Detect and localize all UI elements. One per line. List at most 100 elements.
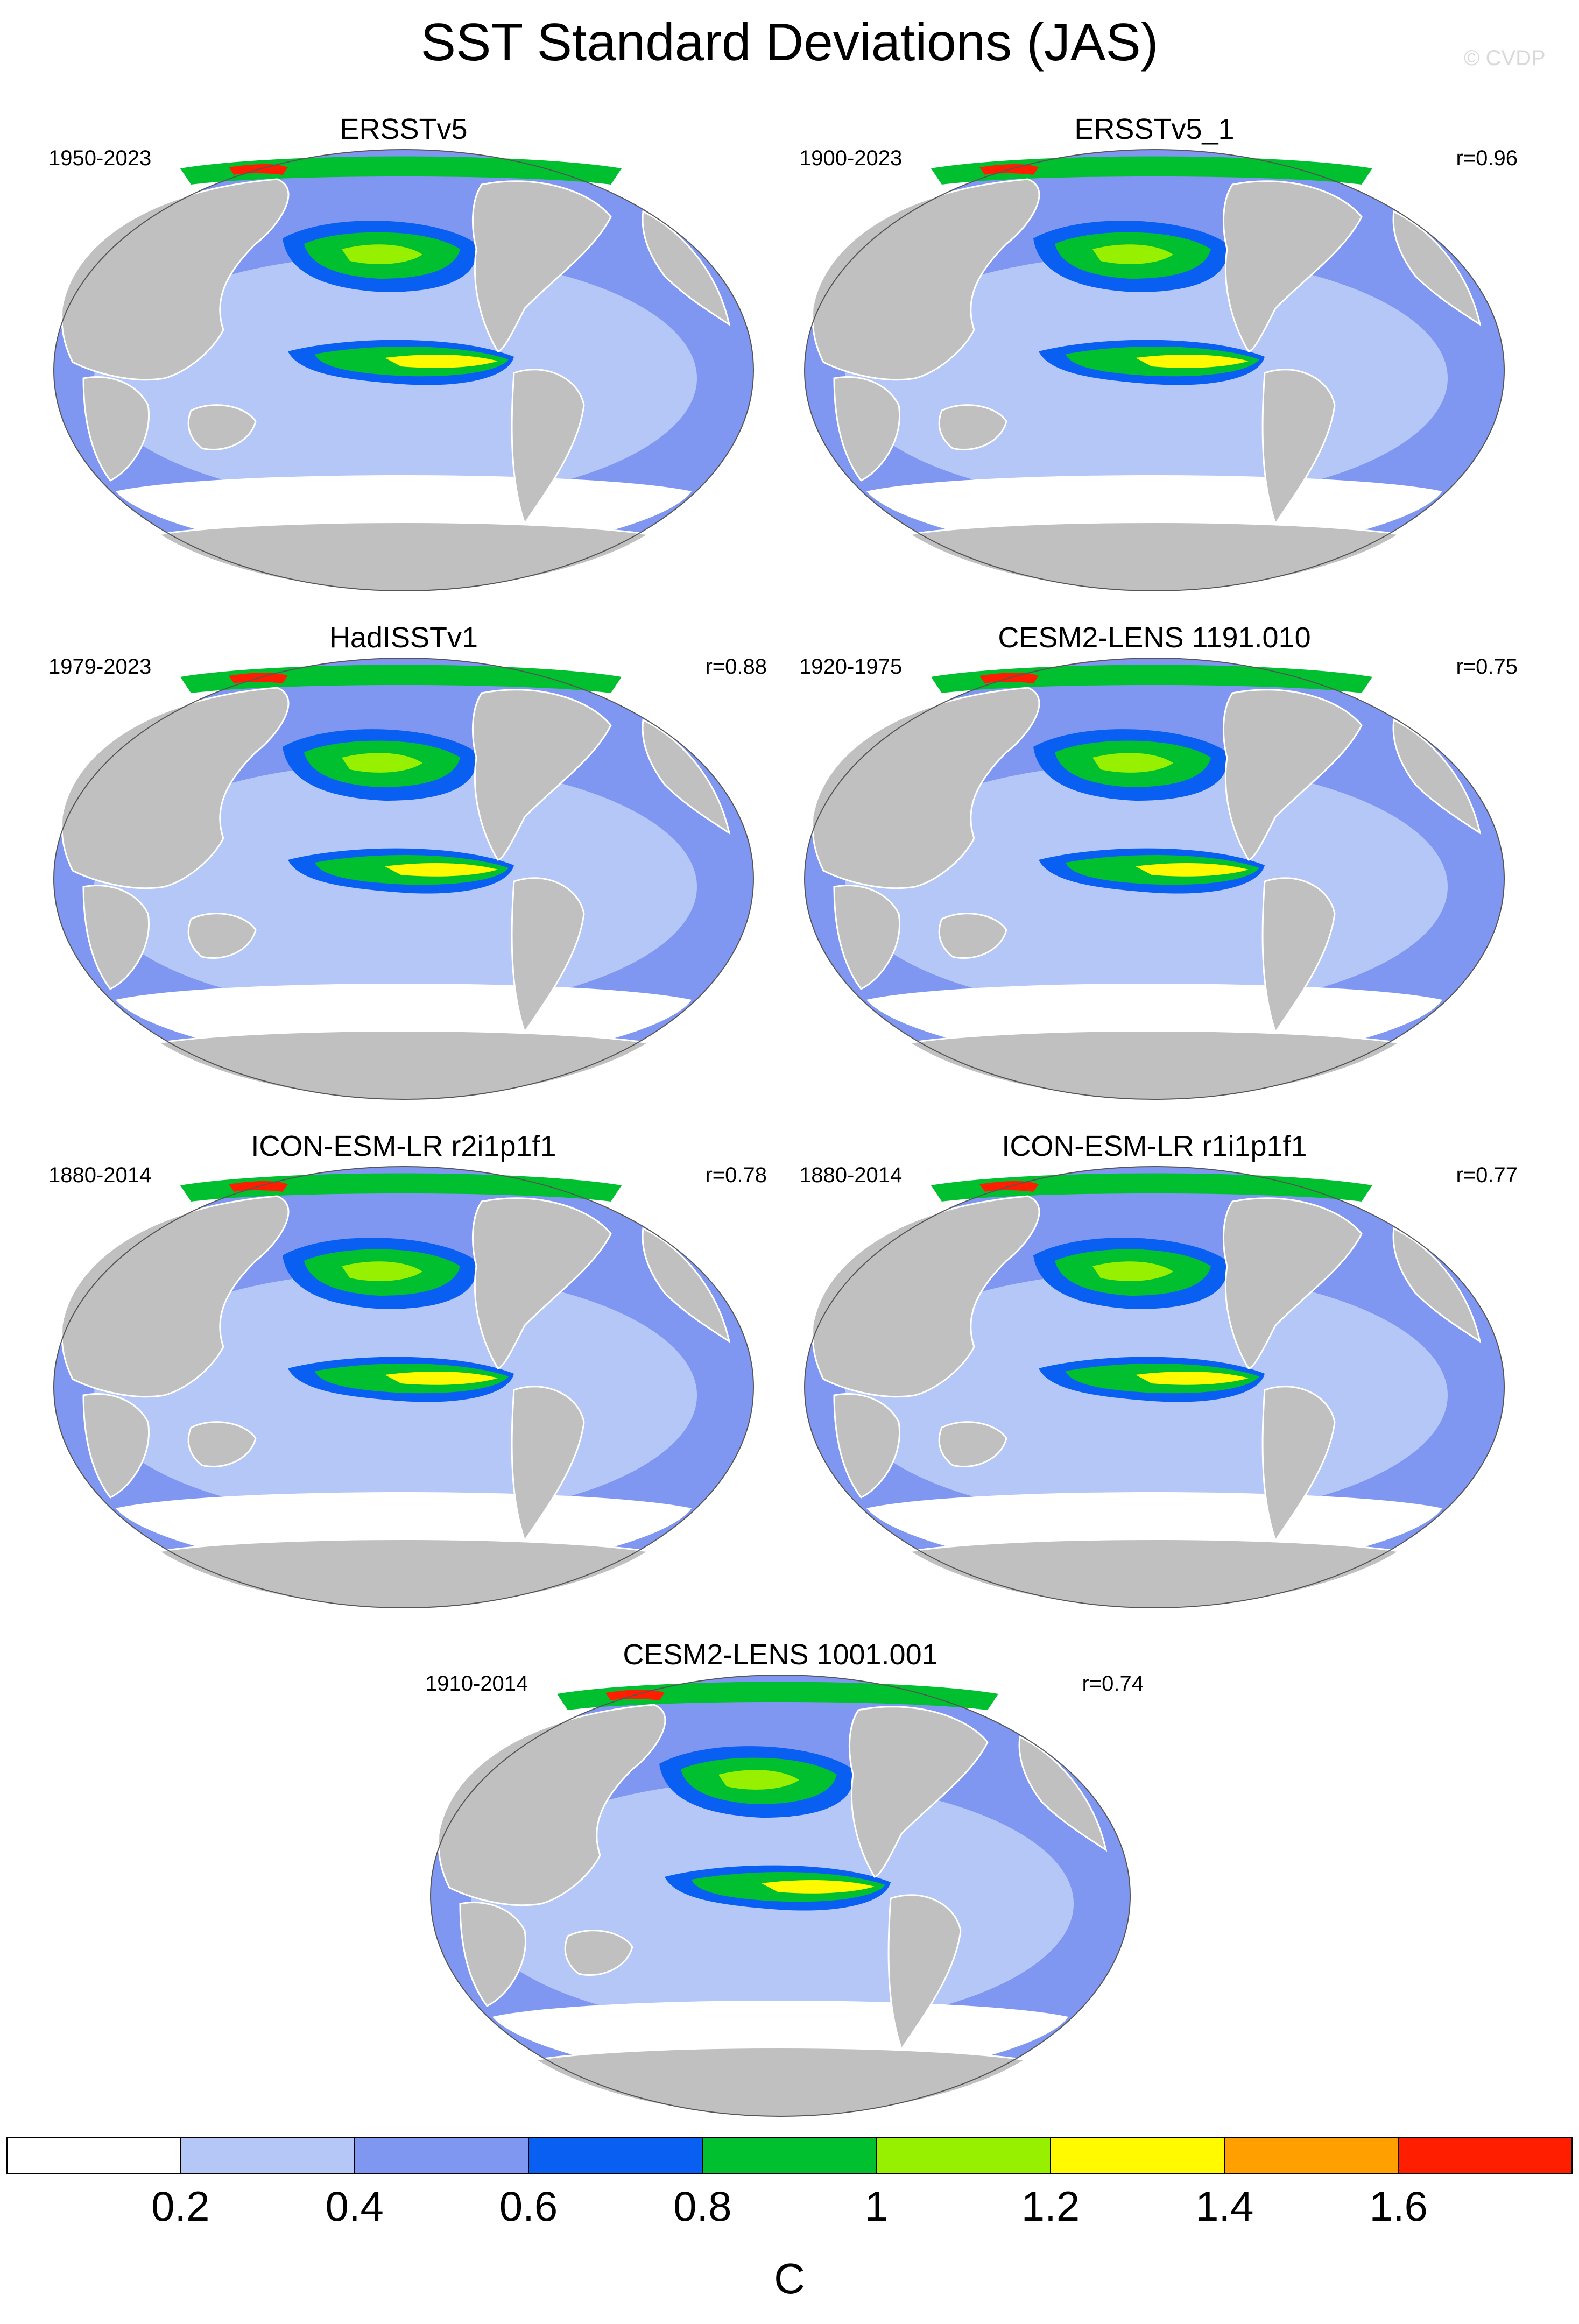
map-panel: HadISSTv1 1979-2023 r=0.88 bbox=[19, 619, 788, 1119]
africa-landmass bbox=[833, 884, 900, 990]
colorbar-segment bbox=[8, 2138, 182, 2173]
world-map bbox=[804, 149, 1505, 592]
colorbar-tick-label: 1.4 bbox=[1195, 2182, 1254, 2230]
world-map bbox=[804, 1166, 1505, 1609]
north-pacific-anomaly-lime bbox=[342, 1261, 422, 1281]
panel-title: CESM2-LENS 1001.001 bbox=[623, 1638, 938, 1671]
colorbar-segment bbox=[181, 2138, 356, 2173]
eurasia-africa-landmass bbox=[61, 687, 290, 889]
north-pacific-anomaly-lime bbox=[1092, 1261, 1173, 1281]
colorbar-tick-label: 0.4 bbox=[325, 2182, 384, 2230]
map-panel: ICON-ESM-LR r2i1p1f1 1880-2014 r=0.78 bbox=[19, 1127, 788, 1628]
map-outline bbox=[804, 1166, 1505, 1608]
world-map bbox=[804, 658, 1505, 1101]
north-pacific-anomaly-lime bbox=[342, 244, 422, 264]
eurasia-africa-landmass bbox=[61, 178, 290, 381]
equatorial-pacific-yellow bbox=[1136, 1372, 1249, 1385]
north-pacific-anomaly-lime bbox=[1092, 244, 1173, 264]
australia-landmass bbox=[938, 404, 1007, 451]
north-pacific-anomaly-lime bbox=[718, 1770, 799, 1790]
australia-landmass bbox=[938, 913, 1007, 959]
africa-landmass bbox=[833, 1393, 900, 1499]
antarctica-landmass bbox=[907, 1538, 1402, 1609]
equatorial-pacific-yellow bbox=[385, 863, 498, 877]
australia-landmass bbox=[187, 404, 257, 451]
panel-period: 1880-2014 bbox=[48, 1163, 152, 1187]
arctic-anomaly-band bbox=[931, 156, 1372, 185]
panel-correlation: r=0.78 bbox=[705, 1163, 767, 1187]
europe-landmass bbox=[642, 718, 731, 835]
south-america-landmass bbox=[887, 1894, 962, 2051]
antarctica-landmass bbox=[907, 1030, 1402, 1101]
colorbar-tick-label: 1.2 bbox=[1021, 2182, 1080, 2230]
watermark: © CVDP bbox=[1464, 46, 1546, 70]
map-outline bbox=[53, 658, 754, 1100]
arctic-anomaly-band bbox=[557, 1682, 998, 1710]
panel-title: ICON-ESM-LR r2i1p1f1 bbox=[251, 1130, 556, 1162]
antarctica-landmass bbox=[156, 521, 651, 592]
panel-correlation: r=0.74 bbox=[1082, 1672, 1144, 1696]
north-pacific-anomaly-lime bbox=[342, 753, 422, 773]
colorbar-units-label: C bbox=[774, 2255, 805, 2302]
north-america-landmass bbox=[1222, 1197, 1363, 1369]
australia-landmass bbox=[187, 913, 257, 959]
colorbar-segment bbox=[355, 2138, 530, 2173]
eurasia-africa-landmass bbox=[438, 1704, 666, 1906]
eurasia-africa-landmass bbox=[812, 178, 1040, 381]
panel-title: ICON-ESM-LR r1i1p1f1 bbox=[1002, 1130, 1307, 1162]
australia-landmass bbox=[564, 1930, 633, 1976]
panel-correlation: r=0.96 bbox=[1456, 146, 1518, 170]
panel-title: ERSSTv5_1 bbox=[1074, 113, 1235, 145]
arctic-anomaly-band bbox=[180, 156, 622, 185]
panel-period: 1979-2023 bbox=[48, 655, 152, 679]
map-outline bbox=[53, 1166, 754, 1608]
panel-title: ERSSTv5 bbox=[340, 113, 468, 145]
north-america-landmass bbox=[471, 180, 612, 352]
arctic-anomaly-band bbox=[180, 1173, 622, 1202]
equatorial-pacific-yellow bbox=[1136, 355, 1249, 368]
colorbar-segment bbox=[1398, 2138, 1571, 2173]
equatorial-pacific-yellow bbox=[762, 1880, 875, 1894]
south-america-landmass bbox=[511, 1386, 585, 1543]
north-america-landmass bbox=[471, 689, 612, 861]
colorbar-segment bbox=[1051, 2138, 1225, 2173]
antarctica-landmass bbox=[907, 521, 1402, 592]
north-america-landmass bbox=[848, 1706, 989, 1878]
world-map bbox=[53, 149, 754, 592]
south-america-landmass bbox=[1261, 877, 1336, 1034]
map-panel: CESM2-LENS 1191.010 1920-1975 r=0.75 bbox=[770, 619, 1539, 1119]
eurasia-africa-landmass bbox=[812, 687, 1040, 889]
antarctica-landmass bbox=[156, 1538, 651, 1609]
south-america-landmass bbox=[1261, 1386, 1336, 1543]
australia-landmass bbox=[938, 1421, 1007, 1468]
europe-landmass bbox=[1392, 210, 1482, 327]
antarctica-landmass bbox=[156, 1030, 651, 1101]
south-america-landmass bbox=[511, 877, 585, 1034]
map-panel: CESM2-LENS 1001.001 1910-2014 r=0.74 bbox=[396, 1636, 1165, 2136]
map-panel: ICON-ESM-LR r1i1p1f1 1880-2014 r=0.77 bbox=[770, 1127, 1539, 1628]
figure-title: SST Standard Deviations (JAS) bbox=[420, 12, 1159, 72]
panel-title: CESM2-LENS 1191.010 bbox=[998, 621, 1311, 654]
map-panel: ERSSTv5 1950-2023 bbox=[19, 110, 788, 611]
africa-landmass bbox=[833, 376, 900, 482]
colorbar-tick-label: 1.6 bbox=[1369, 2182, 1428, 2230]
north-america-landmass bbox=[471, 1197, 612, 1369]
world-map bbox=[430, 1675, 1131, 2118]
europe-landmass bbox=[642, 210, 731, 327]
panel-period: 1950-2023 bbox=[48, 146, 152, 170]
colorbar-tick-label: 0.2 bbox=[151, 2182, 210, 2230]
panel-correlation: r=0.77 bbox=[1456, 1163, 1518, 1187]
equatorial-pacific-yellow bbox=[385, 1372, 498, 1385]
colorbar-tick-label: 0.8 bbox=[673, 2182, 732, 2230]
map-outline bbox=[430, 1675, 1131, 2117]
colorbar-segment bbox=[703, 2138, 877, 2173]
panel-title: HadISSTv1 bbox=[329, 621, 478, 654]
colorbar-segment bbox=[1224, 2138, 1399, 2173]
europe-landmass bbox=[642, 1227, 731, 1344]
north-america-landmass bbox=[1222, 180, 1363, 352]
colorbar-tick-label: 0.6 bbox=[499, 2182, 558, 2230]
europe-landmass bbox=[1018, 1735, 1108, 1852]
europe-landmass bbox=[1392, 1227, 1482, 1344]
south-america-landmass bbox=[511, 369, 585, 526]
map-outline bbox=[53, 149, 754, 591]
